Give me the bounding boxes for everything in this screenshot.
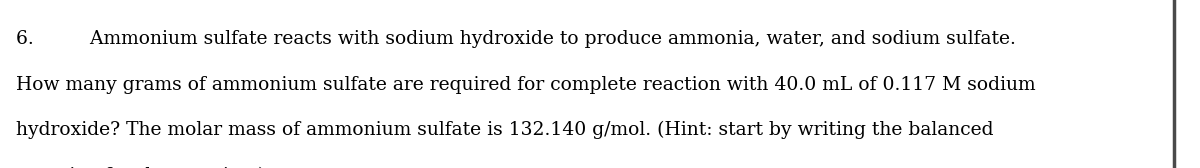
Text: 6.   Ammonium sulfate reacts with sodium hydroxide to produce ammonia, water, an: 6. Ammonium sulfate reacts with sodium h… — [16, 30, 1015, 48]
Text: equation for the reaction.): equation for the reaction.) — [16, 166, 265, 168]
Text: How many grams of ammonium sulfate are required for complete reaction with 40.0 : How many grams of ammonium sulfate are r… — [16, 76, 1036, 94]
Text: hydroxide? The molar mass of ammonium sulfate is 132.140 g/mol. (Hint: start by : hydroxide? The molar mass of ammonium su… — [16, 121, 994, 139]
